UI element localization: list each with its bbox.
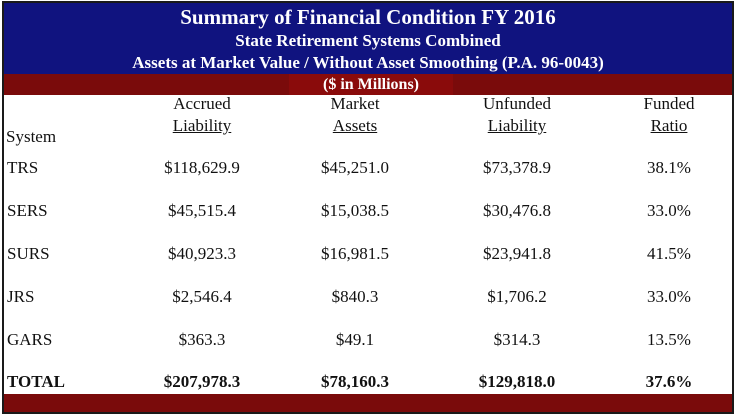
header-funded-ratio: Funded Ratio <box>619 93 719 137</box>
table-cell-market: $49.1 <box>335 330 375 349</box>
footer-band <box>4 394 732 412</box>
title-band: Summary of Financial Condition FY 2016 S… <box>4 3 732 74</box>
table-cell-market: $16,981.5 <box>321 244 389 263</box>
table-cell-unfunded: $314.3 <box>493 330 541 349</box>
table-subtitle-2: Assets at Market Value / Without Asset S… <box>132 53 604 72</box>
total-accrued: $207,978.3 <box>163 372 241 391</box>
table-cell-accrued: $40,923.3 <box>168 244 236 263</box>
summary-table-frame: Summary of Financial Condition FY 2016 S… <box>2 1 734 414</box>
table-cell-unfunded: $23,941.8 <box>483 244 551 263</box>
table-row-system: GARS <box>7 330 53 349</box>
units-label: ($ in Millions) <box>289 74 453 95</box>
header-ratio-line1: Funded <box>643 94 695 113</box>
total-ratio: 37.6% <box>645 372 693 391</box>
table-cell-market: $45,251.0 <box>321 158 389 177</box>
table-cell-ratio: 13.5% <box>647 330 691 349</box>
table-title: Summary of Financial Condition FY 2016 <box>180 5 556 29</box>
table-row-system: TRS <box>7 158 39 177</box>
table-cell-market: $15,038.5 <box>321 201 389 220</box>
header-market-line1: Market <box>330 94 380 113</box>
total-market: $78,160.3 <box>321 372 389 391</box>
table-cell-unfunded: $30,476.8 <box>483 201 551 220</box>
units-band: ($ in Millions) <box>4 74 732 95</box>
header-ratio-line2: Ratio <box>650 116 688 135</box>
table-row-system: SURS <box>7 244 50 263</box>
header-market-assets: Market Assets <box>290 93 420 137</box>
header-market-line2: Assets <box>332 116 378 135</box>
header-accrued-line2: Liability <box>172 116 232 135</box>
table-cell-accrued: $118,629.9 <box>164 158 240 177</box>
total-row-label: TOTAL <box>7 372 65 391</box>
total-unfunded: $129,818.0 <box>478 372 556 391</box>
table-cell-ratio: 33.0% <box>647 201 691 220</box>
header-unfunded-line2: Liability <box>487 116 547 135</box>
table-cell-accrued: $363.3 <box>178 330 226 349</box>
header-unfunded-liability: Unfunded Liability <box>447 93 587 137</box>
table-cell-ratio: 41.5% <box>647 244 691 263</box>
header-system-label: System <box>6 127 57 146</box>
header-unfunded-line1: Unfunded <box>483 94 551 113</box>
table-cell-ratio: 33.0% <box>647 287 691 306</box>
table-row-system: JRS <box>7 287 35 306</box>
header-accrued-line1: Accrued <box>173 94 231 113</box>
table-cell-unfunded: $73,378.9 <box>483 158 551 177</box>
header-accrued-liability: Accrued Liability <box>132 93 272 137</box>
table-row-system: SERS <box>7 201 48 220</box>
table-cell-unfunded: $1,706.2 <box>487 287 547 306</box>
table-cell-ratio: 38.1% <box>647 158 691 177</box>
table-cell-market: $840.3 <box>331 287 379 306</box>
header-system: System <box>6 104 96 148</box>
table-cell-accrued: $45,515.4 <box>168 201 236 220</box>
table-cell-accrued: $2,546.4 <box>172 287 232 306</box>
table-subtitle: State Retirement Systems Combined <box>235 31 501 50</box>
